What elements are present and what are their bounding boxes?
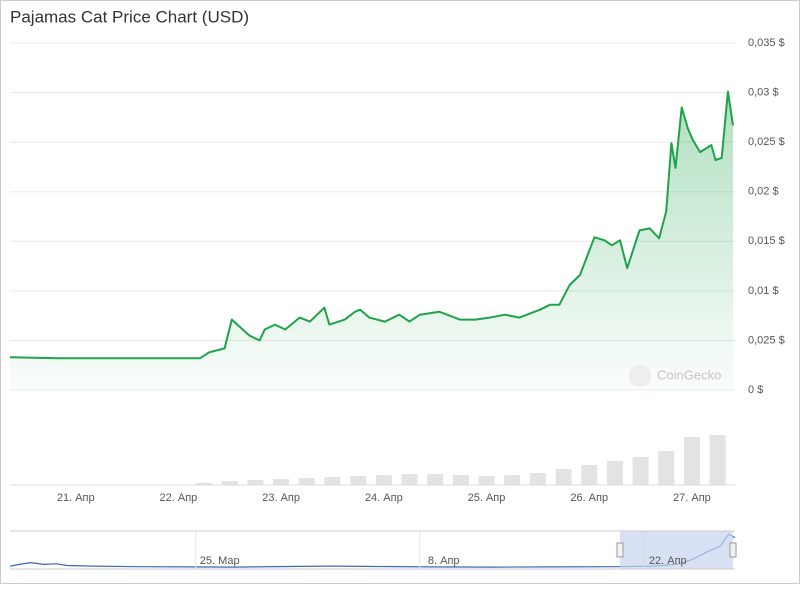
volume-bar xyxy=(324,477,341,485)
volume-bar xyxy=(247,480,264,485)
volume-bar xyxy=(273,479,290,485)
x-tick-label: 24. Апр xyxy=(365,492,403,504)
volume-bar xyxy=(529,473,546,485)
volume-bar xyxy=(683,437,700,485)
volume-bar xyxy=(375,475,392,485)
y-tick-label: 0,025 $ xyxy=(748,136,785,148)
navigator-handle[interactable] xyxy=(729,542,737,558)
y-tick-label: 0,01 $ xyxy=(748,285,779,297)
volume-bar xyxy=(606,461,623,485)
x-tick-label: 23. Апр xyxy=(262,492,300,504)
x-tick-label: 26. Апр xyxy=(570,492,608,504)
y-tick-label: 0,035 $ xyxy=(748,37,785,49)
y-tick-label: 0,025 $ xyxy=(748,334,785,346)
volume-bar xyxy=(504,475,521,485)
volume-bar xyxy=(632,457,649,485)
volume-bar xyxy=(658,451,675,485)
x-tick-label: 21. Апр xyxy=(57,492,95,504)
volume-bar xyxy=(427,474,444,485)
x-tick-label: 25. Апр xyxy=(468,492,506,504)
volume-bar xyxy=(221,481,238,485)
price-line xyxy=(9,90,734,360)
area xyxy=(10,91,733,390)
chart-title: Pajamas Cat Price Chart (USD) xyxy=(10,7,249,26)
x-tick-label: 27. Апр xyxy=(673,492,711,504)
volume-bar xyxy=(555,469,572,485)
navigator-window[interactable] xyxy=(620,531,733,569)
navigator-tick-label: 22. Апр xyxy=(649,555,687,567)
volume-bar xyxy=(709,435,726,485)
y-tick-label: 0 $ xyxy=(748,384,763,396)
volume-bar xyxy=(196,483,213,485)
volume-bar xyxy=(478,476,495,485)
y-tick-label: 0,015 $ xyxy=(748,235,785,247)
y-tick-label: 0,02 $ xyxy=(748,186,779,198)
volume-bar xyxy=(401,474,418,485)
watermark: CoinGecko xyxy=(657,367,721,382)
navigator-tick-label: 25. Мар xyxy=(200,555,240,567)
x-tick-label: 22. Апр xyxy=(160,492,198,504)
y-tick-label: 0,03 $ xyxy=(748,86,779,98)
volume-bar xyxy=(581,465,598,485)
volume-bar xyxy=(350,476,367,485)
volume-bar xyxy=(452,475,469,485)
navigator-handle[interactable] xyxy=(616,542,624,558)
volume-bar xyxy=(298,478,315,485)
watermark-logo xyxy=(629,365,651,387)
navigator-tick-label: 8. Апр xyxy=(428,555,460,567)
